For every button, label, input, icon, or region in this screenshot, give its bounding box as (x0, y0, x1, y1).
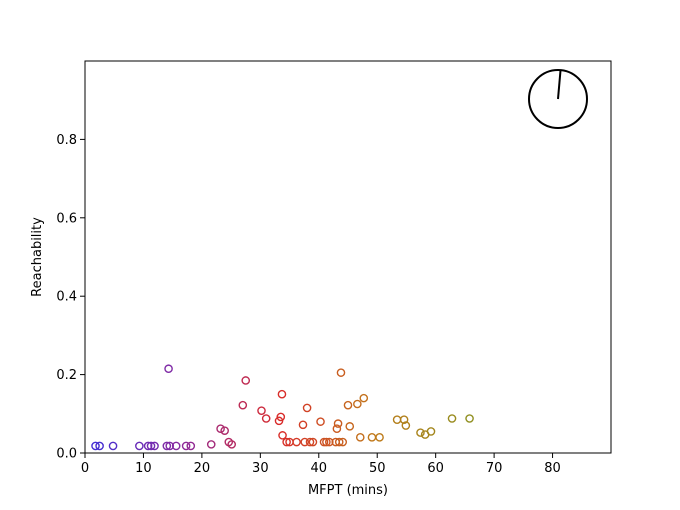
data-point (257, 406, 266, 415)
data-point (316, 417, 325, 426)
data-point (338, 437, 348, 447)
data-point (333, 419, 343, 428)
data-point (277, 389, 287, 399)
data-point (181, 441, 191, 451)
x-tick-label: 30 (252, 461, 269, 476)
plot-area (84, 60, 612, 454)
data-point (324, 437, 334, 447)
y-axis-label: Reachability (30, 217, 45, 297)
data-point (135, 441, 144, 451)
data-point (241, 376, 251, 385)
data-point (302, 403, 312, 413)
data-point (399, 415, 409, 424)
data-point (206, 440, 216, 449)
data-point (426, 427, 436, 436)
data-point (345, 422, 355, 431)
data-point (91, 441, 100, 451)
clock-hand (557, 70, 562, 100)
x-tick-label: 50 (369, 461, 386, 476)
data-point (401, 421, 411, 430)
x-tick-label: 40 (311, 461, 328, 476)
data-point (274, 416, 284, 426)
data-point (322, 437, 331, 447)
data-point (292, 437, 301, 447)
data-point (146, 441, 156, 451)
data-point (276, 412, 286, 422)
data-point (334, 437, 344, 447)
data-point (278, 431, 287, 440)
data-point (261, 414, 271, 423)
x-tick-label: 80 (544, 461, 561, 476)
x-tick-label: 10 (135, 461, 152, 476)
data-point (355, 433, 365, 442)
data-point (300, 437, 310, 447)
data-point (162, 441, 172, 451)
data-points (91, 364, 474, 451)
y-tick-label: 0.4 (56, 290, 77, 305)
data-point (305, 437, 315, 447)
clock-dial-icon (528, 69, 588, 129)
data-point (95, 441, 104, 451)
x-tick-label: 60 (427, 461, 444, 476)
data-point (282, 437, 291, 447)
clock-dial-outline (528, 69, 588, 129)
data-point (238, 400, 248, 410)
x-axis-label: MFPT (mins) (308, 483, 388, 498)
data-point (375, 433, 384, 442)
data-point (416, 428, 425, 437)
data-point (220, 426, 229, 435)
y-tick-label: 0.8 (56, 133, 77, 148)
data-point (171, 441, 181, 451)
data-point (308, 437, 318, 447)
data-point (359, 393, 369, 403)
data-point (227, 440, 236, 449)
data-point (465, 414, 474, 423)
data-point (447, 414, 457, 423)
data-point (343, 400, 353, 410)
data-point (216, 424, 225, 433)
x-tick-label: 20 (194, 461, 211, 476)
data-point (165, 441, 175, 451)
data-point (336, 368, 346, 377)
data-point (332, 424, 342, 433)
data-point (298, 420, 308, 430)
x-tick-label: 70 (486, 461, 503, 476)
axis-ticks: 0 10 20 30 40 50 60 70 80 0.0 0.2 0.4 0.6 0.8 (56, 133, 561, 476)
data-point (108, 441, 118, 451)
data-point (143, 441, 153, 451)
data-point (164, 364, 173, 374)
y-tick-label: 0.2 (56, 368, 77, 383)
data-point (186, 441, 196, 451)
data-point (353, 399, 362, 409)
data-point (150, 441, 159, 451)
y-tick-label: 0.0 (56, 447, 77, 462)
x-tick-label: 0 (81, 461, 89, 476)
y-tick-label: 0.6 (56, 211, 77, 226)
